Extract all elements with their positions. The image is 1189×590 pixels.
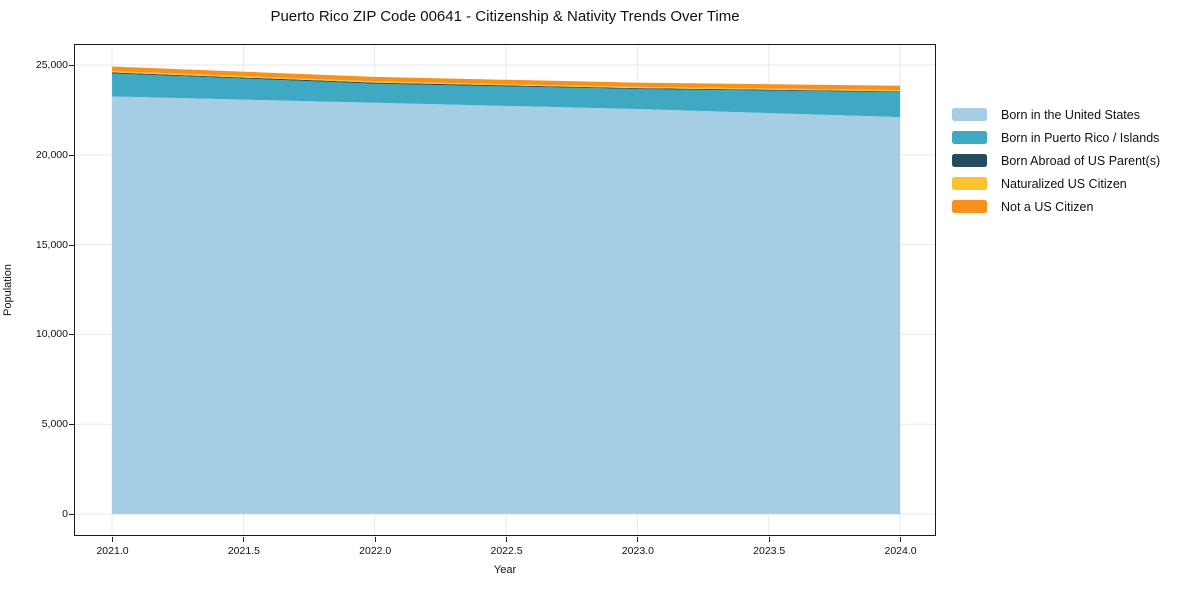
x-tick-label: 2021.0 (96, 545, 129, 557)
x-tick-mark (505, 536, 508, 542)
legend-swatch-icon (952, 108, 987, 121)
area-series-1 (112, 73, 901, 118)
y-tick-label: 20,000 (35, 148, 68, 161)
x-axis-label: Year (493, 564, 517, 576)
y-tick-mark (69, 424, 74, 426)
legend-item-2: Born Abroad of US Parent(s) (952, 153, 1161, 168)
x-tick-mark (374, 536, 376, 542)
area-series-4 (112, 66, 901, 91)
legend-swatch-icon (952, 131, 987, 144)
legend-swatch-icon (952, 177, 987, 190)
legend-item-4: Not a US Citizen (952, 199, 1160, 214)
x-tick-label: 2021.5 (227, 545, 260, 557)
x-tick-label: 2022.5 (490, 545, 523, 557)
legend-label: Born in Puerto Rico / Islands (1001, 130, 1160, 145)
y-tick-mark (69, 154, 74, 156)
y-tick-label: 10,000 (35, 328, 68, 341)
y-tick-label: 0 (62, 507, 68, 520)
area-series-0 (112, 96, 901, 514)
legend: Born in the United States Born in Puerto … (952, 107, 1161, 214)
x-tick-label: 2022.0 (359, 545, 392, 557)
legend-item-1: Born in Puerto Rico / Islands (952, 130, 1160, 145)
plot-area (74, 44, 936, 536)
x-tick-mark (111, 536, 114, 542)
x-tick-mark (899, 536, 902, 542)
y-tick-mark (69, 64, 74, 67)
legend-label: Born Abroad of US Parent(s) (1001, 153, 1161, 168)
chart-title: Puerto Rico ZIP Code 00641 - Citizenship… (270, 8, 740, 25)
legend-item-0: Born in the United States (952, 107, 1160, 122)
x-tick-mark (637, 536, 639, 542)
legend-label: Not a US Citizen (1001, 199, 1094, 214)
y-tick-mark (69, 244, 74, 246)
x-tick-mark (768, 536, 770, 542)
y-tick-label: 15,000 (35, 238, 68, 251)
x-tick-label: 2023.0 (621, 545, 654, 557)
y-axis-label: Population (2, 264, 14, 316)
y-tick-mark (69, 334, 74, 336)
legend-label: Naturalized US Citizen (1001, 176, 1127, 191)
legend-item-3: Naturalized US Citizen (952, 176, 1160, 191)
y-tick-label: 5,000 (41, 418, 68, 431)
y-tick-mark (69, 513, 74, 516)
x-tick-label: 2024.0 (884, 545, 917, 557)
legend-label: Born in the United States (1001, 107, 1140, 122)
stacked-area-plot (75, 45, 935, 535)
legend-swatch-icon (952, 200, 987, 213)
legend-swatch-icon (952, 154, 987, 167)
x-tick-mark (243, 536, 245, 542)
y-tick-label: 25,000 (35, 59, 68, 72)
x-tick-label: 2023.5 (753, 545, 786, 557)
area-series-3 (112, 71, 901, 92)
